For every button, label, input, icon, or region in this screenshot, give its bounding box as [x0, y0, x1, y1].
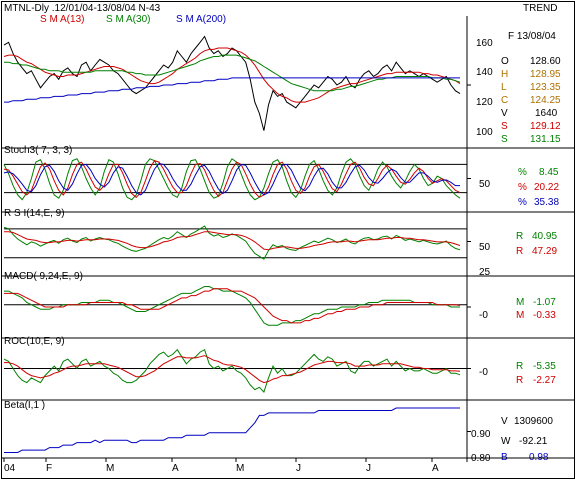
macd-value2: -0.33 [533, 310, 556, 321]
stoch-d-value: 20.22 [534, 182, 560, 193]
price-tick-100: 100 [476, 127, 493, 138]
quote-date: F 13/08/04 [508, 31, 556, 42]
stoch-slow-label: % [518, 197, 527, 208]
roc-value1-label: R [516, 361, 524, 372]
stoch-k-line [3, 158, 461, 201]
beta-v-label: V [501, 416, 508, 427]
stoch-slow-value: 35.38 [534, 197, 560, 208]
beta-tick-090: 0.90 [471, 429, 491, 440]
stoch-tick-50: 50 [479, 179, 491, 190]
macd-signal-line [4, 288, 461, 324]
sma13-line [3, 47, 461, 103]
macd-value1: -1.07 [533, 297, 556, 308]
quote-low-value: 123.35 [530, 82, 561, 93]
price-tick-120: 120 [476, 97, 493, 108]
rsi-value1: 40.95 [532, 231, 558, 242]
legend-sma200: S M A(200) [176, 14, 227, 25]
xtick-may: M [236, 463, 245, 474]
quote-volume-label: V [501, 108, 508, 119]
stoch-d-line [3, 159, 461, 198]
roc-value2-label: R [516, 375, 524, 386]
beta-line [4, 407, 460, 453]
rsi-line [3, 225, 461, 260]
quote-sma2-label: S [501, 134, 508, 145]
xtick-aug: A [432, 463, 439, 474]
roc-value2: -2.27 [533, 375, 556, 386]
roc-line [3, 348, 461, 393]
xtick-jul: J [366, 463, 371, 474]
price-line [3, 35, 461, 131]
stoch-k-label: % [518, 167, 527, 178]
quote-volume-value: 1640 [535, 108, 558, 119]
quote-close-value: 124.25 [530, 95, 561, 106]
quote-close-label: C [501, 95, 509, 106]
quote-sma1-label: S [501, 121, 508, 132]
xtick-mar: M [106, 463, 115, 474]
price-tick-160: 160 [476, 38, 493, 49]
xtick-04: 04 [4, 463, 16, 474]
stoch-k-value: 8.45 [539, 167, 559, 178]
macd-tick-0: -0 [479, 310, 488, 321]
beta-v-value: 1309600 [514, 416, 553, 427]
sma30-line [4, 54, 461, 92]
stoch-title: Stoch3( 7, 3, 3) [4, 145, 73, 156]
roc-signal-line [4, 355, 461, 384]
stoch-d-label: % [518, 182, 527, 193]
rsi-value2: 47.29 [532, 246, 558, 257]
rsi-title: R S I(14,E, 9) [4, 208, 65, 219]
rsi-tick-25: 25 [479, 267, 491, 278]
roc-title: ROC(10,E, 9) [4, 336, 65, 347]
chart-title: MTNL-Dly .12/01/04-13/08/04 N-43 [4, 3, 161, 14]
beta-w-value: -92.21 [519, 436, 548, 447]
chart-mode: TREND [523, 3, 558, 14]
rsi-signal-line [4, 231, 461, 251]
quote-high-value: 128.95 [530, 69, 561, 80]
quote-low-label: L [501, 82, 507, 93]
macd-line [4, 286, 460, 326]
macd-value2-label: M [516, 310, 525, 321]
beta-title: Beta(I,1 ) [4, 400, 46, 411]
legend-sma13: S M A(13) [40, 14, 85, 25]
quote-sma2-value: 131.15 [530, 134, 561, 145]
legend-sma30: S M A(30) [106, 14, 151, 25]
beta-w-label: W [501, 436, 511, 447]
roc-value1: -5.35 [533, 361, 556, 372]
rsi-value1-label: R [516, 231, 524, 242]
xtick-apr: A [172, 463, 179, 474]
price-tick-140: 140 [476, 67, 493, 78]
stoch-slow-line [3, 162, 460, 196]
xtick-feb: F [46, 463, 53, 474]
roc-tick-0: -0 [479, 367, 488, 378]
rsi-tick-50: 50 [479, 242, 491, 253]
quote-open-label: O [501, 56, 509, 67]
quote-sma1-value: 129.12 [530, 121, 561, 132]
quote-high-label: H [501, 69, 509, 80]
macd-value1-label: M [516, 297, 525, 308]
sma200-line [4, 77, 460, 103]
quote-open-value: 128.60 [530, 56, 561, 67]
xtick-jun: J [296, 463, 301, 474]
rsi-value2-label: R [516, 246, 524, 257]
